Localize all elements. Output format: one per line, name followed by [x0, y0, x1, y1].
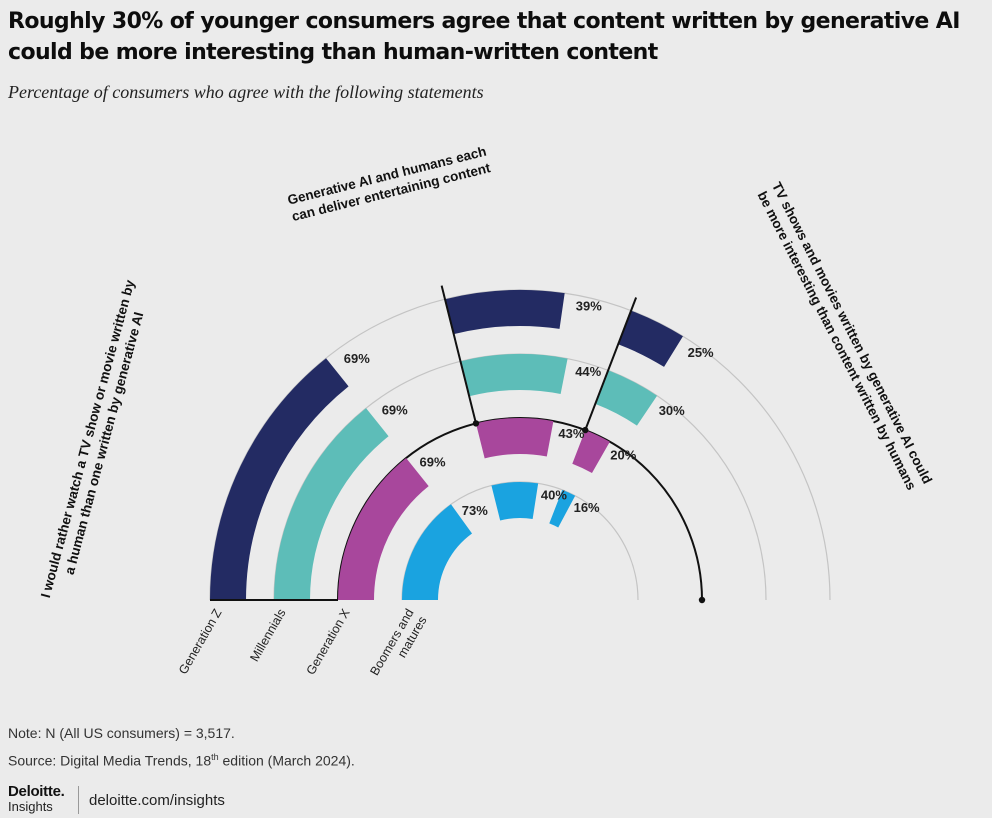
value-labels: 69% 69% 69% 73% 39% 44% 43% 40% 25% 30% 20% 16% — [344, 299, 714, 518]
bar — [549, 489, 576, 528]
value-label: 39% — [576, 299, 602, 314]
value-label: 69% — [420, 454, 446, 469]
section-dot — [582, 426, 589, 434]
svg-text:I would rather watch a TV show: I would rather watch a TV show or movie … — [38, 278, 154, 604]
value-label: 20% — [610, 447, 636, 462]
statement-label: Generative AI and humans eachcan deliver… — [286, 144, 492, 225]
chart-subtitle: Percentage of consumers who agree with t… — [8, 82, 484, 102]
category-labels: Generation Z Millennials Generation X Boome… — [176, 606, 430, 685]
section-divider — [584, 297, 638, 431]
bar — [338, 458, 429, 601]
svg-text:Generation X: Generation X — [304, 606, 353, 677]
svg-text:TV shows and movies written by: TV shows and movies written by generativ… — [754, 180, 935, 494]
brand-url[interactable]: deloitte.com/insights — [89, 792, 225, 809]
value-label: 44% — [575, 364, 601, 379]
category-label: Generation X — [304, 606, 353, 677]
bar — [617, 310, 683, 368]
category-label: Millennials — [247, 607, 288, 665]
note-text: Note: N (All US consumers) = 3,517. — [8, 725, 235, 741]
bar — [491, 482, 539, 521]
bars — [210, 289, 683, 601]
svg-text:Millennials: Millennials — [247, 607, 288, 665]
bar — [594, 370, 658, 426]
section-markers — [210, 285, 706, 604]
bar — [475, 418, 554, 459]
bar — [572, 430, 610, 474]
source-suffix: edition (March 2024). — [218, 752, 355, 769]
bar — [445, 289, 565, 335]
value-label: 69% — [382, 403, 408, 418]
section-dot — [698, 596, 706, 604]
category-label: Generation Z — [176, 606, 225, 676]
value-label: 69% — [344, 351, 370, 366]
radial-bar-chart: 69% 69% 69% 73% 39% 44% 43% 40% 25% 30% 20% 16% I w… — [38, 144, 935, 685]
value-label: 40% — [541, 488, 567, 503]
bar — [460, 354, 568, 397]
value-label: 43% — [558, 426, 584, 441]
footnote: Note: N (All US consumers) = 3,517. Sour… — [8, 721, 355, 773]
value-label: 25% — [688, 345, 714, 360]
brand-sub: Insights — [8, 799, 53, 814]
value-label: 73% — [462, 503, 488, 518]
bar — [274, 408, 389, 601]
value-label: 30% — [659, 403, 685, 418]
svg-text:Boomers andmatures: Boomers andmatures — [367, 606, 429, 685]
svg-text:Generation Z: Generation Z — [176, 606, 225, 676]
section-divider — [440, 285, 477, 424]
statement-label: I would rather watch a TV show or movie … — [38, 278, 154, 604]
bar — [210, 358, 349, 601]
statement-label: TV shows and movies written by generativ… — [754, 180, 935, 494]
source-superscript: th — [211, 752, 219, 762]
brand-divider — [78, 786, 79, 814]
category-label: Boomers andmatures — [367, 606, 429, 685]
bar — [402, 504, 473, 601]
section-dot — [472, 420, 480, 427]
deloitte-logo: Deloitte. Insights — [8, 783, 65, 814]
source-prefix: Source: Digital Media Trends, 18 — [8, 752, 212, 769]
svg-text:Generative AI and humans eachc: Generative AI and humans eachcan deliver… — [286, 144, 492, 225]
chart-title: Roughly 30% of younger consumers agree t… — [8, 9, 960, 65]
value-label: 16% — [574, 500, 600, 515]
brand-name: Deloitte. — [8, 783, 65, 800]
source-text: Source: Digital Media Trends, 18th editi… — [8, 745, 355, 773]
